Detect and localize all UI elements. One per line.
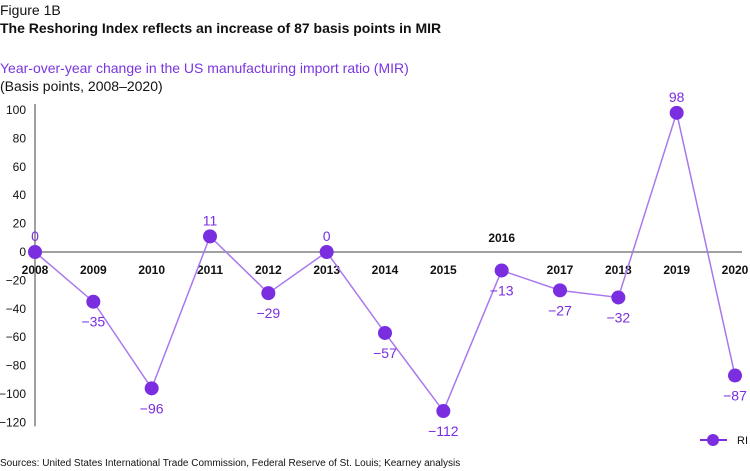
x-tick-label: 2009: [80, 263, 107, 277]
data-point: [319, 245, 334, 259]
x-tick-label: 2013: [313, 263, 340, 277]
y-tick-label: −80: [6, 359, 27, 373]
x-tick-label: 2016: [488, 231, 515, 245]
x-tick-label: 2015: [430, 263, 457, 277]
data-label: −13: [490, 282, 514, 298]
data-label: −87: [723, 388, 747, 404]
y-tick-label: 20: [13, 217, 27, 231]
legend-marker: [707, 434, 719, 446]
legend-label: RI: [737, 435, 748, 447]
data-label: 0: [323, 228, 331, 244]
data-label: −57: [373, 345, 397, 361]
y-tick-label: −40: [6, 302, 27, 316]
y-tick-label: 40: [13, 188, 27, 202]
data-label: 98: [669, 89, 685, 105]
data-label: −35: [81, 314, 105, 330]
chart-units: (Basis points, 2008–2020): [0, 78, 163, 94]
y-tick-label: −20: [6, 273, 27, 287]
x-tick-label: 2012: [255, 263, 282, 277]
data-label: −32: [606, 309, 630, 325]
data-point: [669, 105, 684, 120]
data-label: −29: [256, 305, 280, 321]
figure-label: Figure 1B: [0, 2, 61, 18]
data-point: [553, 283, 567, 298]
x-tick-label: 2011: [197, 263, 223, 277]
data-label: −112: [428, 423, 459, 439]
y-tick-label: 80: [13, 131, 27, 145]
data-point: [611, 290, 626, 305]
data-point: [28, 245, 42, 259]
y-tick-label: 0: [19, 245, 26, 259]
y-tick-label: 60: [13, 160, 27, 174]
data-point: [728, 368, 742, 383]
y-tick-label: −100: [0, 387, 26, 401]
source-note: Sources: United States International Tra…: [0, 458, 461, 469]
data-label: 0: [31, 228, 39, 244]
x-tick-label: 2014: [372, 263, 399, 277]
data-label: 11: [203, 212, 218, 228]
y-tick-label: 100: [6, 103, 26, 117]
data-point: [494, 263, 509, 278]
x-tick-label: 2019: [663, 263, 690, 277]
x-tick-label: 2017: [547, 263, 574, 277]
data-point: [261, 286, 276, 301]
data-point: [144, 381, 159, 396]
data-label: −27: [548, 302, 572, 318]
series-line: [34, 109, 736, 413]
y-tick-label: −60: [6, 330, 27, 344]
data-point: [86, 294, 101, 309]
chart-subtitle: Year-over-year change in the US manufact…: [0, 60, 409, 76]
data-point: [378, 325, 392, 340]
x-tick-label: 2008: [22, 263, 49, 277]
data-label: −96: [140, 400, 164, 416]
data-point: [436, 404, 451, 419]
data-point: [203, 229, 217, 244]
y-tick-label: −120: [0, 415, 26, 429]
x-tick-label: 2010: [138, 263, 165, 277]
chart-title: The Reshoring Index reflects an increase…: [0, 20, 442, 36]
x-tick-label: 2020: [722, 263, 749, 277]
